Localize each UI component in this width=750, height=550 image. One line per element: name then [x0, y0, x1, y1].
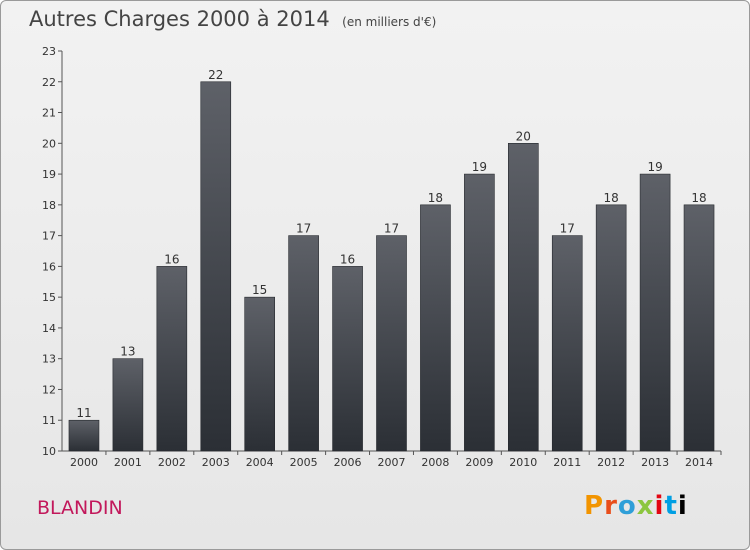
bar — [683, 204, 715, 452]
bar — [420, 204, 451, 452]
y-tick-label: 10 — [42, 445, 56, 458]
bar-value-label: 18 — [428, 191, 443, 205]
bar-value-label: 17 — [296, 222, 311, 236]
bar — [332, 266, 363, 452]
bar-value-label: 17 — [560, 222, 575, 236]
x-tick-label: 2007 — [378, 456, 406, 469]
bar-value-label: 16 — [164, 252, 179, 266]
bar-value-label: 20 — [516, 129, 531, 143]
x-tick-label: 2002 — [158, 456, 186, 469]
y-tick-label: 21 — [42, 107, 56, 120]
bar-value-label: 19 — [647, 160, 662, 174]
y-tick-label: 18 — [42, 199, 56, 212]
x-tick-label: 2005 — [290, 456, 318, 469]
brand-letter: i — [677, 491, 688, 521]
x-tick-label: 2012 — [597, 456, 625, 469]
y-tick-label: 12 — [42, 383, 56, 396]
x-tick-label: 2004 — [246, 456, 274, 469]
bar — [288, 235, 319, 452]
x-tick-label: 2010 — [509, 456, 537, 469]
brand-logo: Proxiti — [584, 491, 688, 521]
chart-subtitle: (en milliers d'€) — [342, 15, 437, 29]
y-tick-label: 20 — [42, 137, 56, 150]
bar-value-label: 15 — [252, 283, 267, 297]
chart-header: Autres Charges 2000 à 2014 (en milliers … — [29, 7, 436, 31]
x-tick-label: 2011 — [553, 456, 581, 469]
bar — [200, 81, 232, 452]
brand-letter: o — [617, 491, 637, 521]
bar — [595, 204, 627, 452]
y-tick-label: 14 — [42, 322, 56, 335]
bar — [68, 419, 100, 452]
chart-title: Autres Charges 2000 à 2014 — [29, 7, 330, 31]
x-tick-label: 2014 — [685, 456, 713, 469]
bar — [507, 143, 539, 452]
y-tick-label: 17 — [42, 230, 56, 243]
x-tick-label: 2009 — [465, 456, 493, 469]
y-tick-label: 19 — [42, 168, 56, 181]
bar-value-label: 19 — [472, 160, 487, 174]
bar-value-label: 18 — [604, 191, 619, 205]
brand-letter: t — [664, 491, 678, 521]
bar — [551, 235, 583, 452]
bar-value-label: 17 — [384, 222, 399, 236]
x-tick-label: 2003 — [202, 456, 230, 469]
bar — [156, 266, 188, 452]
y-tick-label: 16 — [42, 260, 56, 273]
bar — [639, 173, 671, 452]
brand-letter: P — [584, 491, 605, 521]
brand-letter: i — [654, 491, 665, 521]
brand-letter: x — [636, 491, 655, 521]
x-tick-label: 2000 — [70, 456, 98, 469]
y-tick-label: 23 — [42, 45, 56, 58]
y-tick-label: 22 — [42, 76, 56, 89]
bar — [464, 173, 495, 452]
bar — [376, 235, 407, 452]
y-tick-label: 15 — [42, 291, 56, 304]
bar-value-label: 13 — [120, 345, 135, 359]
bar-value-label: 16 — [340, 252, 355, 266]
y-tick-label: 11 — [42, 414, 56, 427]
bar — [112, 358, 144, 452]
bar-value-label: 18 — [691, 191, 706, 205]
x-tick-label: 2013 — [641, 456, 669, 469]
x-tick-label: 2006 — [334, 456, 362, 469]
bar-value-label: 22 — [208, 68, 223, 82]
location-label: BLANDIN — [37, 497, 123, 519]
brand-letter: r — [604, 491, 618, 521]
y-tick-label: 13 — [42, 353, 56, 366]
x-tick-label: 2008 — [421, 456, 449, 469]
bar-value-label: 11 — [76, 406, 91, 420]
x-tick-label: 2001 — [114, 456, 142, 469]
bar — [244, 296, 275, 452]
